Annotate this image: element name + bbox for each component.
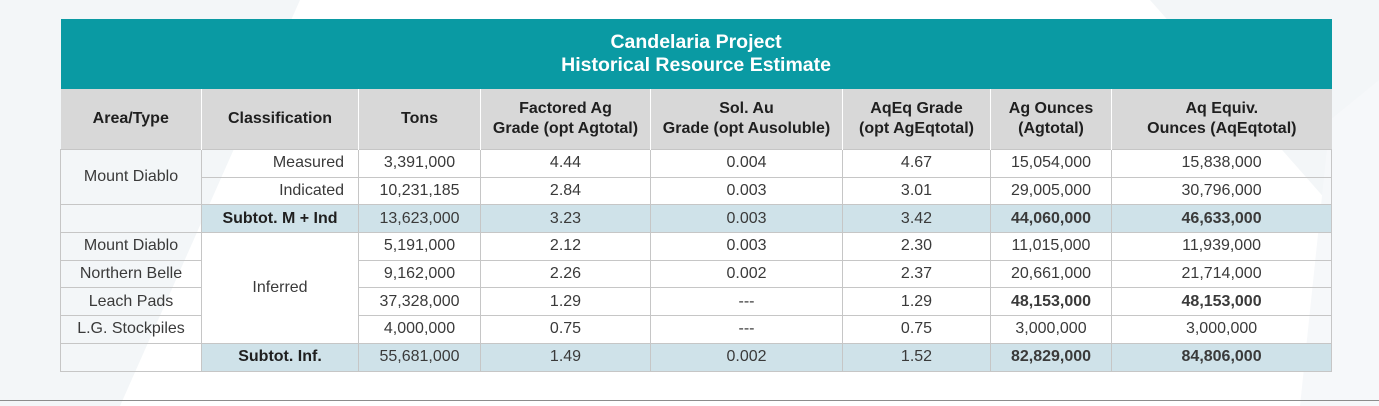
table-row: Mount Diablo Measured 3,391,000 4.44 0.0… (60, 148, 1333, 206)
cell-tons: 13,623,000 (358, 204, 481, 234)
cell-au-grade: 0.003 (650, 232, 843, 261)
cell-area: Mount Diablo (60, 232, 202, 261)
cell-tons: 3,391,000 (358, 149, 481, 178)
title-line-1: Candelaria Project (610, 31, 782, 53)
cell-ageq-grade: 2.37 (842, 259, 991, 289)
cell-ageq-ounces: 84,806,000 (1110, 342, 1333, 372)
cell-ag-ounces: 44,060,000 (990, 204, 1112, 234)
cell-ag-grade: 1.29 (480, 287, 651, 317)
header-ageq-ounces: Aq Equiv. Ounces (AqEqtotal) (1111, 89, 1332, 150)
cell-subtotal-label: Subtot. Inf. (201, 342, 359, 372)
cell-ag-ounces: 20,661,000 (990, 259, 1112, 289)
cell-classification: Indicated (201, 176, 359, 206)
subtotal-row: Subtot. Inf. 55,681,000 1.49 0.002 1.52 … (60, 342, 1333, 372)
cell-area: Northern Belle (60, 259, 202, 289)
cell-ag-ounces: 15,054,000 (990, 149, 1112, 178)
cell-ageq-ounces: 30,796,000 (1110, 176, 1333, 206)
cell-ag-grade: 2.26 (480, 259, 651, 289)
cell-area: L.G. Stockpiles (60, 315, 202, 344)
header-row: Area/Type Classification Tons Factored A… (60, 89, 1332, 150)
resource-estimate-table: Candelaria Project Historical Resource E… (60, 19, 1333, 372)
bottom-rule (0, 400, 1379, 401)
table-row: Indicated 10,231,185 2.84 0.003 3.01 29,… (61, 176, 1333, 206)
cell-classification: Measured (201, 149, 359, 178)
cell-ag-grade: 3.23 (480, 204, 651, 234)
cell-au-grade: --- (650, 315, 843, 344)
cell-ag-ounces: 82,829,000 (990, 342, 1112, 372)
header-classification: Classification (201, 89, 359, 150)
cell-ageq-grade: 2.30 (842, 232, 991, 261)
table-title: Candelaria Project Historical Resource E… (60, 19, 1332, 89)
header-area-type: Area/Type (60, 89, 202, 150)
cell-ageq-ounces: 3,000,000 (1110, 315, 1333, 344)
cell-au-grade: 0.003 (650, 176, 843, 206)
header-tons: Tons (358, 89, 481, 150)
cell-ag-ounces: 3,000,000 (990, 315, 1112, 344)
cell-ag-grade: 0.75 (480, 315, 651, 344)
cell-ag-grade: 4.44 (480, 149, 651, 178)
title-line-2: Historical Resource Estimate (561, 54, 831, 76)
header-ag-ounces: Ag Ounces (Agtotal) (990, 89, 1112, 150)
cell-ag-grade: 2.84 (480, 176, 651, 206)
cell-ag-ounces: 29,005,000 (990, 176, 1112, 206)
cell-tons: 4,000,000 (358, 315, 481, 344)
cell-ageq-grade: 3.01 (842, 176, 991, 206)
cell-area (60, 342, 202, 372)
header-ageq-grade: AqEq Grade (opt AgEqtotal) (842, 89, 991, 150)
cell-tons: 37,328,000 (358, 287, 481, 317)
cell-ag-grade: 2.12 (480, 232, 651, 261)
cell-ageq-ounces: 46,633,000 (1110, 204, 1333, 234)
cell-ageq-grade: 0.75 (842, 315, 991, 344)
cell-area (60, 204, 202, 234)
cell-classification-group: Inferred (201, 232, 359, 344)
cell-tons: 5,191,000 (358, 232, 481, 261)
cell-au-grade: 0.003 (650, 204, 843, 234)
cell-au-grade: 0.004 (650, 149, 843, 178)
header-au-grade: Sol. Au Grade (opt Ausoluble) (650, 89, 843, 150)
header-ag-grade: Factored Ag Grade (opt Agtotal) (480, 89, 651, 150)
cell-au-grade: --- (650, 287, 843, 317)
cell-ageq-ounces: 48,153,000 (1110, 287, 1333, 317)
cell-tons: 55,681,000 (358, 342, 481, 372)
cell-ageq-ounces: 15,838,000 (1110, 149, 1333, 178)
cell-au-grade: 0.002 (650, 259, 843, 289)
cell-ag-ounces: 11,015,000 (990, 232, 1112, 261)
cell-area-group: Mount Diablo (60, 148, 202, 206)
cell-subtotal-label: Subtot. M + Ind (201, 204, 359, 234)
cell-ageq-ounces: 11,939,000 (1110, 232, 1333, 261)
cell-ageq-grade: 4.67 (842, 149, 991, 178)
cell-ag-grade: 1.49 (480, 342, 651, 372)
cell-ag-ounces: 48,153,000 (990, 287, 1112, 317)
cell-au-grade: 0.002 (650, 342, 843, 372)
table-row: Mount Diablo Inferred 5,191,000 2.12 0.0… (60, 232, 1333, 344)
cell-ageq-ounces: 21,714,000 (1110, 259, 1333, 289)
subtotal-row: Subtot. M + Ind 13,623,000 3.23 0.003 3.… (60, 204, 1333, 234)
cell-ageq-grade: 1.29 (842, 287, 991, 317)
cell-ageq-grade: 1.52 (842, 342, 991, 372)
cell-tons: 10,231,185 (358, 176, 481, 206)
cell-ageq-grade: 3.42 (842, 204, 991, 234)
cell-area: Leach Pads (60, 287, 202, 317)
cell-tons: 9,162,000 (358, 259, 481, 289)
